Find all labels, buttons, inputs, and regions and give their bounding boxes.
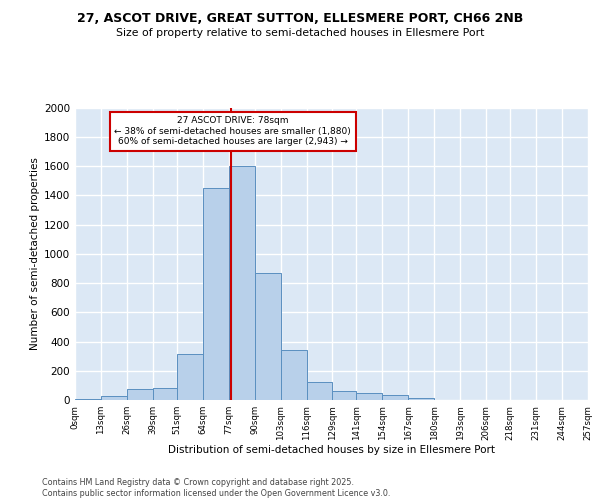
Bar [177, 354, 203, 400]
Text: Size of property relative to semi-detached houses in Ellesmere Port: Size of property relative to semi-detach… [116, 28, 484, 38]
Bar [281, 350, 307, 400]
Bar [254, 273, 281, 400]
Bar [382, 395, 409, 400]
Bar [409, 398, 434, 400]
Bar [75, 398, 101, 400]
Bar [203, 188, 229, 400]
Bar [307, 382, 332, 400]
Bar [332, 391, 356, 400]
Bar [127, 389, 153, 400]
Text: 27 ASCOT DRIVE: 78sqm
← 38% of semi-detached houses are smaller (1,880)
60% of s: 27 ASCOT DRIVE: 78sqm ← 38% of semi-deta… [115, 116, 351, 146]
Y-axis label: Number of semi-detached properties: Number of semi-detached properties [30, 158, 40, 350]
Text: Contains HM Land Registry data © Crown copyright and database right 2025.
Contai: Contains HM Land Registry data © Crown c… [42, 478, 391, 498]
Bar [229, 166, 254, 400]
Bar [153, 388, 177, 400]
X-axis label: Distribution of semi-detached houses by size in Ellesmere Port: Distribution of semi-detached houses by … [168, 446, 495, 456]
Bar [356, 392, 382, 400]
Text: 27, ASCOT DRIVE, GREAT SUTTON, ELLESMERE PORT, CH66 2NB: 27, ASCOT DRIVE, GREAT SUTTON, ELLESMERE… [77, 12, 523, 26]
Bar [101, 396, 127, 400]
